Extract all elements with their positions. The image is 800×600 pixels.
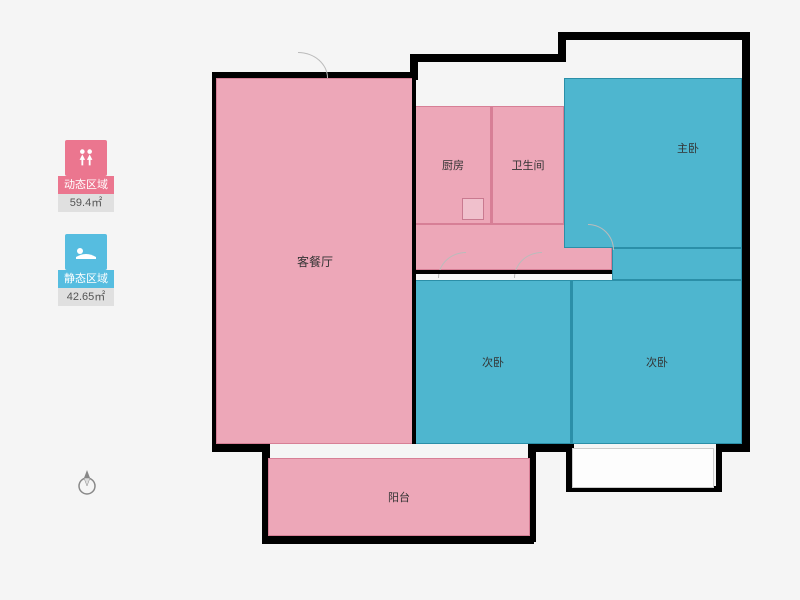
room-balcony-right (572, 448, 714, 488)
legend-dynamic-value: 59.4㎡ (58, 194, 114, 212)
wall-bot-right (716, 444, 750, 452)
room-bath: 卫生间 (492, 106, 564, 224)
label-balcony: 阳台 (388, 489, 410, 505)
wall-top-mid (410, 54, 566, 62)
dynamic-icon (65, 140, 107, 176)
iw-sec-divider (570, 280, 573, 444)
label-second2: 次卧 (646, 354, 668, 370)
room-second2: 次卧 (572, 280, 742, 444)
legend-static: 静态区域 42.65㎡ (58, 234, 114, 306)
legend-panel: 动态区域 59.4㎡ 静态区域 42.65㎡ (58, 140, 114, 328)
door-arc-entry (298, 52, 328, 78)
legend-dynamic-label: 动态区域 (58, 176, 114, 194)
label-living: 客餐厅 (297, 253, 333, 270)
room-master: 主卧 (564, 78, 742, 248)
wall-top-right (558, 32, 748, 40)
legend-static-value: 42.65㎡ (58, 288, 114, 306)
legend-static-label: 静态区域 (58, 270, 114, 288)
wall-bottom (262, 536, 534, 544)
label-bath: 卫生间 (512, 157, 545, 173)
room-living: 客餐厅 (216, 78, 414, 444)
label-second1: 次卧 (482, 354, 504, 370)
floorplan: 客餐厅 厨房 卫生间 阳台 主卧 次卧 次卧 (202, 18, 762, 578)
compass-icon (75, 468, 99, 496)
legend-dynamic: 动态区域 59.4㎡ (58, 140, 114, 212)
label-master: 主卧 (677, 140, 699, 156)
wall-top-step (410, 54, 418, 78)
wall-top-rstep (558, 32, 566, 62)
room-balcony: 阳台 (268, 458, 530, 536)
sleep-icon (74, 243, 98, 261)
iw-living-right (412, 78, 416, 444)
iw-kitchen-bath (490, 106, 493, 224)
room-master-ext (612, 248, 742, 280)
label-kitchen: 厨房 (442, 157, 464, 173)
wall-right (742, 32, 750, 452)
room-second1: 次卧 (414, 280, 572, 444)
people-icon (75, 147, 97, 169)
iw-hall-bottom (414, 270, 612, 274)
static-icon (65, 234, 107, 270)
bath-fixture (462, 198, 484, 220)
